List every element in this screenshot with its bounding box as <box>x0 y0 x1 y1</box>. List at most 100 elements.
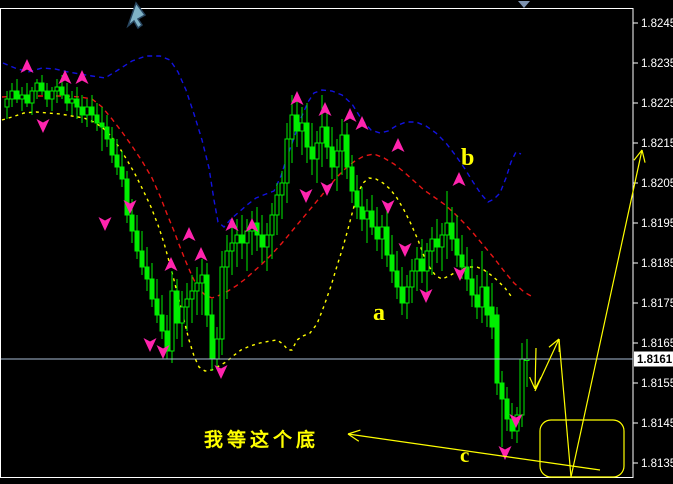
candle-body <box>234 234 240 244</box>
fractal-up-icon <box>245 218 259 232</box>
candle-body <box>434 238 440 248</box>
wave-label-a[interactable]: a <box>373 300 385 326</box>
candle-body <box>199 274 205 284</box>
candle-body <box>139 250 145 268</box>
candle-body <box>129 214 135 232</box>
candle-body <box>414 258 420 272</box>
annotation-arrow-line[interactable] <box>534 338 560 392</box>
candle-body <box>44 90 50 100</box>
candle-body <box>484 286 490 316</box>
candle-body <box>519 358 525 416</box>
candle-body <box>154 298 160 316</box>
axis-price-label[interactable]: 1.8215 <box>641 138 673 150</box>
candle-body <box>9 90 15 100</box>
candle-body <box>299 122 305 132</box>
candle-body <box>224 250 230 268</box>
chart-border <box>0 8 634 478</box>
candle-body <box>349 166 355 192</box>
fractal-up-icon <box>164 257 178 271</box>
fractal-down-icon <box>299 189 313 203</box>
candle-body <box>279 182 285 196</box>
fractal-up-icon <box>452 172 466 186</box>
fractal-up-icon <box>355 116 369 130</box>
fractal-down-icon <box>419 289 433 303</box>
annotation-arrow-head <box>548 338 560 348</box>
current-price-tag <box>634 351 673 367</box>
candle-body <box>449 222 455 240</box>
fractal-down-icon <box>398 243 412 257</box>
candle-body <box>269 214 275 236</box>
axis-price-label[interactable]: 1.8245 <box>641 18 673 30</box>
axis-price-label[interactable]: 1.8155 <box>641 378 673 390</box>
candle-body <box>19 94 25 100</box>
axis-price-label[interactable]: 1.8225 <box>641 98 673 110</box>
candle-body <box>204 274 210 316</box>
candle-body <box>344 134 350 168</box>
candle-body <box>334 150 340 168</box>
fractal-down-icon <box>453 267 467 281</box>
candle-body <box>474 294 480 308</box>
cursor-icon <box>126 1 147 30</box>
candle-body <box>209 314 215 360</box>
candle-body <box>229 242 235 252</box>
candle-body <box>274 194 280 216</box>
axis-price-label[interactable]: 1.8205 <box>641 178 673 190</box>
candle-body <box>189 290 195 300</box>
candle-body <box>499 382 505 400</box>
fractal-up-icon <box>182 227 196 241</box>
candle-body <box>104 126 110 140</box>
candle-body <box>219 266 225 340</box>
candle-body <box>384 226 390 256</box>
candle-body <box>69 98 75 104</box>
axis-price-label[interactable]: 1.8185 <box>641 258 673 270</box>
fractal-down-icon <box>381 200 395 214</box>
current-price-tag-label: 1.8161 <box>637 354 673 366</box>
candle-body <box>24 94 30 104</box>
fractal-down-icon <box>498 446 512 460</box>
axis-price-label[interactable]: 1.8165 <box>641 338 673 350</box>
candle-body <box>29 90 35 104</box>
candle-body <box>214 338 220 360</box>
indicator-line-jaw <box>2 55 522 228</box>
candle-body <box>304 122 310 148</box>
candle-body <box>79 106 85 116</box>
candle-body <box>419 258 425 272</box>
candle-body <box>4 98 10 108</box>
candle-body <box>319 126 325 144</box>
candle-body <box>169 290 175 352</box>
candle-body <box>39 82 45 92</box>
fractal-down-icon <box>509 414 523 428</box>
indicator-line-lips <box>1 111 512 372</box>
axis-price-label[interactable]: 1.8195 <box>641 218 673 230</box>
candle-body <box>89 106 95 116</box>
annotation-arrow-line[interactable] <box>534 347 537 390</box>
candle-body <box>394 270 400 288</box>
fractal-up-icon <box>194 247 208 261</box>
annotation-arrow-line[interactable] <box>570 149 643 478</box>
axis-price-label[interactable]: 1.8235 <box>641 58 673 70</box>
candle-body <box>354 190 360 208</box>
axis-price-label[interactable]: 1.8175 <box>641 298 673 310</box>
candle-body <box>324 126 330 148</box>
candle-body <box>239 234 245 244</box>
axis-price-label[interactable]: 1.8135 <box>641 458 673 470</box>
note-text[interactable]: 我等这个底 <box>204 429 320 451</box>
wave-label-b[interactable]: b <box>461 145 474 171</box>
candle-body <box>289 114 295 140</box>
axis-price-label[interactable]: 1.8145 <box>641 418 673 430</box>
fractal-up-icon <box>343 108 357 122</box>
candle-body <box>284 138 290 184</box>
annotation-arrow-line[interactable] <box>558 338 572 478</box>
fractal-down-icon <box>98 217 112 231</box>
candle-body <box>429 238 435 252</box>
candle-body <box>184 298 190 308</box>
annotation-arrow-head <box>641 149 646 163</box>
candle-body <box>174 290 180 324</box>
annotation-arrow-head <box>347 429 361 435</box>
annotation-arrow-line[interactable] <box>347 433 601 471</box>
wave-label-c[interactable]: c <box>460 443 469 467</box>
annotation-box[interactable] <box>539 419 625 478</box>
annotation-arrow-head <box>347 433 360 442</box>
